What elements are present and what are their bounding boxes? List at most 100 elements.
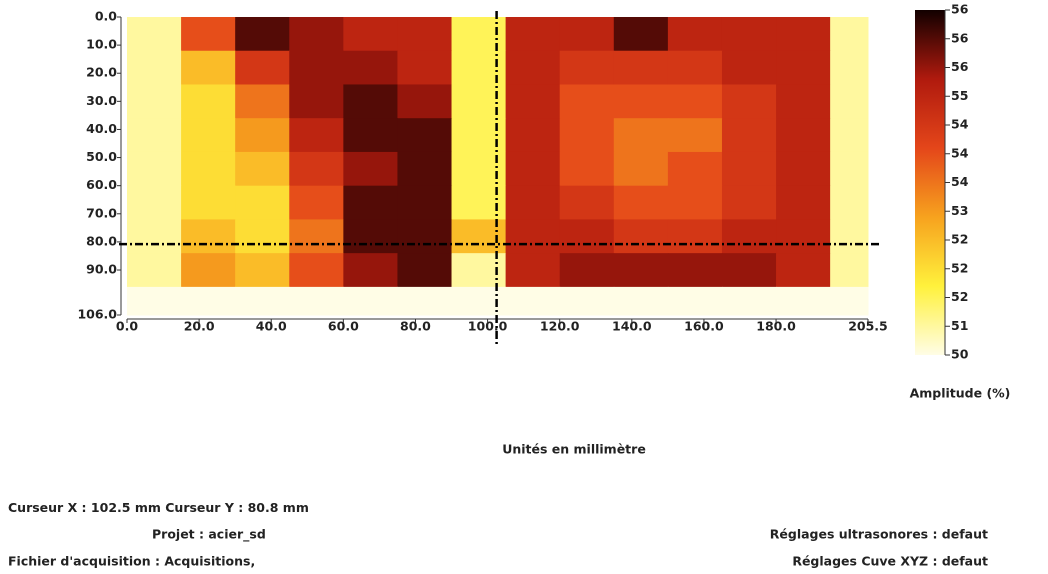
heat-cell [776,219,831,253]
cursor-y-label: Curseur Y : [165,500,243,515]
heat-cell [668,253,723,287]
heat-cell [614,287,669,316]
cursor-y: 80.8 [248,500,279,515]
heat-cell [560,186,615,220]
heat-cell [235,84,290,118]
heat-cell [289,84,344,118]
heat-cell [830,17,868,51]
heat-cell [452,186,507,220]
heat-cell [343,253,398,287]
heat-cell [506,118,561,152]
heat-cell [668,118,723,152]
colorbar-label: 51 [951,318,968,333]
heat-cell [668,219,723,253]
y-tick-label: 10.0 [86,37,117,52]
heat-cell [776,186,831,220]
heat-cell [776,84,831,118]
unit: mm [135,500,161,515]
y-tick-label: 80.0 [86,233,117,248]
colorbar-label: 53 [951,203,968,218]
heat-cell [127,253,182,287]
y-tick-label: 0.0 [95,9,117,24]
heat-cell [614,17,669,51]
heat-cell [560,253,615,287]
heat-cell [722,84,777,118]
tank-settings: Réglages Cuve XYZ : defaut [792,554,988,569]
heat-cell [830,219,868,253]
heat-cell [560,84,615,118]
y-tick-label: 50.0 [86,149,117,164]
heat-cell [181,219,236,253]
heat-cell [289,152,344,186]
heat-cell [614,118,669,152]
heat-cell [560,17,615,51]
colorbar-label: 52 [951,289,968,304]
heat-cell [506,152,561,186]
colorbar-label: 50 [951,347,969,362]
heat-cell [722,219,777,253]
heat-cell [668,51,723,85]
heat-cell [289,17,344,51]
heat-cell [830,253,868,287]
heat-cell [722,152,777,186]
colorbar-label: 52 [951,260,968,275]
heat-cell [776,51,831,85]
heat-cell [289,186,344,220]
heat-cell [614,84,669,118]
heat-cell [397,287,452,316]
heat-cell [830,118,868,152]
acquisition-file: Fichier d'acquisition : Acquisitions, [8,554,255,569]
heat-cell [235,118,290,152]
heat-cell [452,118,507,152]
heat-cell [289,287,344,316]
heat-cell [289,253,344,287]
heat-cell [506,51,561,85]
x-axis-label: Unités en millimètre [502,442,646,457]
y-tick-label: 70.0 [86,205,117,220]
heat-cell [614,219,669,253]
project: Projet : acier_sd [152,527,266,543]
heat-cell [452,84,507,118]
heat-cell [343,51,398,85]
colorbar-label: 54 [951,117,969,132]
colorbar-label: 56 [951,2,969,17]
heat-cell [181,186,236,220]
heat-cell [560,51,615,85]
heat-cell [506,219,561,253]
heat-cell [343,17,398,51]
heat-cell [506,287,561,316]
heat-cell [776,118,831,152]
heat-cell [235,186,290,220]
colorbar-label: 54 [951,145,969,160]
heat-cell [181,287,236,316]
heat-cell [776,253,831,287]
heat-cell [830,84,868,118]
heat-cell [127,51,182,85]
heat-cell [722,51,777,85]
heat-cell [830,152,868,186]
c-scan-view: Unités en millimètre Amplitude (%) Curse… [0,0,1048,574]
heat-cell [776,152,831,186]
heat-cell [235,253,290,287]
heat-cell [181,253,236,287]
heat-cell [235,219,290,253]
heat-cell [830,186,868,220]
heat-cell [235,51,290,85]
heat-cell [776,287,831,316]
heat-cell [506,84,561,118]
colorbar-label: 56 [951,30,969,45]
heat-cell [452,219,507,253]
heat-cell [722,118,777,152]
heat-cell [560,152,615,186]
heat-cell [343,84,398,118]
heat-cell [235,17,290,51]
y-tick-label: 20.0 [86,65,117,80]
heat-cell [506,186,561,220]
colorbar-label: 56 [951,59,969,74]
heat-cell [127,118,182,152]
heat-cell [722,287,777,316]
heat-cell [722,253,777,287]
heat-cell [181,17,236,51]
heat-cell [452,287,507,316]
heat-cell [668,84,723,118]
